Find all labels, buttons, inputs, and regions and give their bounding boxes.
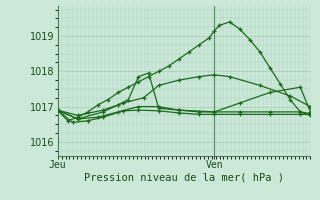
X-axis label: Pression niveau de la mer( hPa ): Pression niveau de la mer( hPa ) <box>84 173 284 183</box>
